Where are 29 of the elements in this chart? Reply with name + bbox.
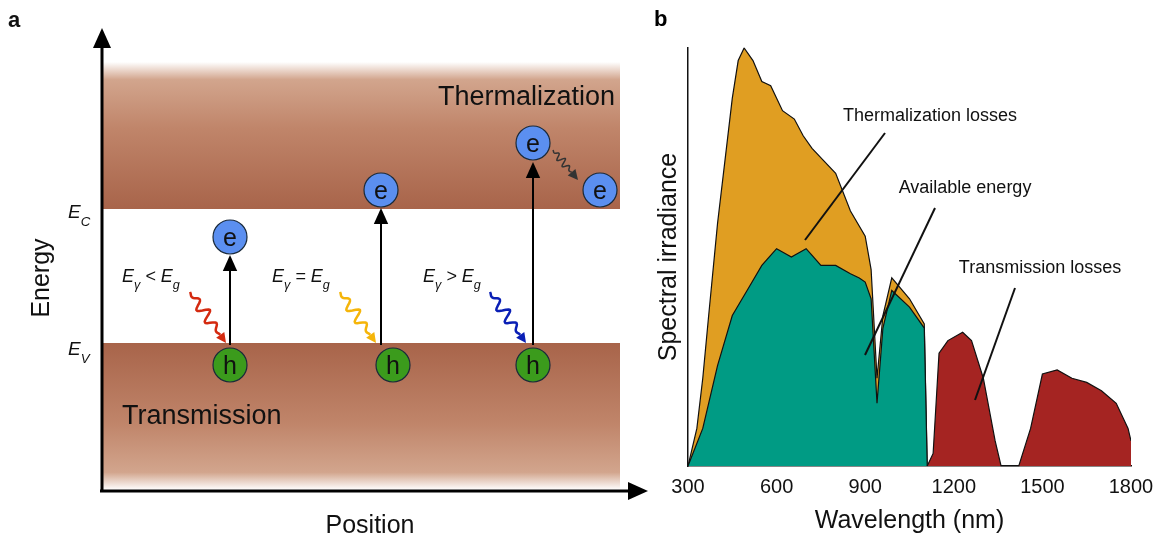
x-tick-label: 300 [671,474,705,497]
text: e [593,176,607,204]
text: E$_{V}$ [68,338,91,366]
x-tick-label: 1200 [931,474,977,497]
text: Position [325,510,415,538]
x-tick-label: 1800 [1108,474,1154,497]
text: E$_{C}$ [68,201,91,229]
text: h [526,351,540,379]
text: e [223,223,237,251]
text: Transmission [122,400,282,430]
chart-title: b [654,6,668,32]
x-tick-label: 600 [759,474,794,497]
text: e [526,129,540,157]
y-axis-title: Spectral irradiance [652,152,681,362]
text: E$_{γ}$ = E$_{g}$ [272,266,330,292]
x-tick-label: 1500 [1020,474,1065,497]
annotation: Transmission losses [958,256,1122,277]
text: h [223,351,237,379]
text: Energy [26,237,54,318]
x-axis-title: Wavelength (nm) [814,504,1005,533]
text: Thermalization [437,81,615,111]
text: h [386,351,400,379]
text: a [8,7,21,32]
x-tick-label: 900 [848,474,882,497]
annotation: Thermalization losses [842,104,1018,125]
text: E$_{γ}$ < E$_{g}$ [122,266,180,292]
annotation: Available energy [898,176,1032,197]
text: E$_{γ}$ > E$_{g}$ [423,266,481,292]
text: e [374,176,388,204]
